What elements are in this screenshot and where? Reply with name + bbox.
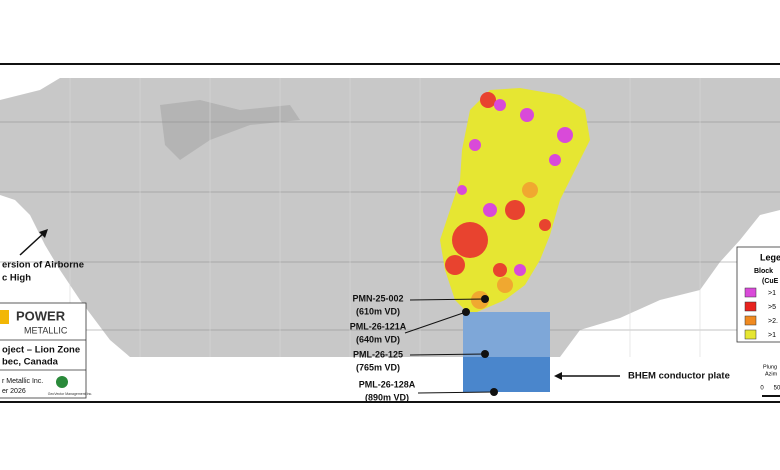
legend-box <box>736 246 780 343</box>
drill-depth: (765m VD) <box>356 362 400 372</box>
drill-depth: (610m VD) <box>356 306 400 316</box>
drill-name: PML-26-128A <box>359 379 416 389</box>
legend-subtitle: Block <box>754 268 773 275</box>
legend-item: >1 <box>768 290 776 297</box>
scale-tick: 50 <box>774 386 780 392</box>
legend-item: >1 <box>768 332 776 339</box>
legend-swatch <box>744 315 757 326</box>
annotation-line: ersion of Airborne <box>2 260 84 271</box>
model-gap <box>0 78 60 100</box>
legend-title: Lege <box>760 252 780 262</box>
logo-word: POWER <box>16 308 66 323</box>
conductor-plate-lower <box>463 357 550 392</box>
conductor-plate-upper <box>463 312 550 357</box>
plate-label: BHEM conductor plate <box>628 371 730 382</box>
legend-subtitle: (CuE <box>762 278 779 285</box>
model-texture <box>160 100 300 160</box>
drill-depth: (640m VD) <box>356 334 400 344</box>
drill-leaders <box>404 298 495 394</box>
legend-swatch <box>744 287 757 298</box>
credit-line: er 2026 <box>2 388 26 395</box>
plate-arrowhead <box>554 372 562 380</box>
grade-magenta <box>457 99 573 276</box>
legend-swatch <box>744 301 757 312</box>
legend-item: >2. <box>768 318 778 325</box>
partner-logo <box>56 376 68 388</box>
annotation-arrowhead <box>39 229 48 238</box>
partner-name: GeoVector Management Inc. <box>48 392 93 396</box>
drill-name: PML-26-125 <box>353 349 403 359</box>
drill-depth: (890m VD) <box>365 392 409 402</box>
annotation-arrow <box>19 231 46 256</box>
legend-swatch <box>744 329 757 340</box>
scale-note: Azim <box>765 371 778 377</box>
logo-box <box>0 302 87 399</box>
grade-red <box>445 92 551 277</box>
credit-line: r Metallic Inc. <box>2 378 43 385</box>
logo-mark <box>0 310 9 324</box>
logo-word: METALLIC <box>24 325 68 335</box>
grade-orange <box>471 182 538 309</box>
project-line: oject – Lion Zone <box>2 345 80 356</box>
annotation-line: c High <box>2 273 31 284</box>
legend-item: >5 <box>768 304 776 311</box>
scale-note: Plung <box>763 364 777 370</box>
drill-name: PMN-25-002 <box>352 293 403 303</box>
project-line: bec, Canada <box>2 357 59 368</box>
level-lines <box>0 121 780 331</box>
drill-name: PML-26-121A <box>350 321 407 331</box>
drill-points <box>462 295 498 396</box>
scale-tick: 0 <box>760 386 764 392</box>
